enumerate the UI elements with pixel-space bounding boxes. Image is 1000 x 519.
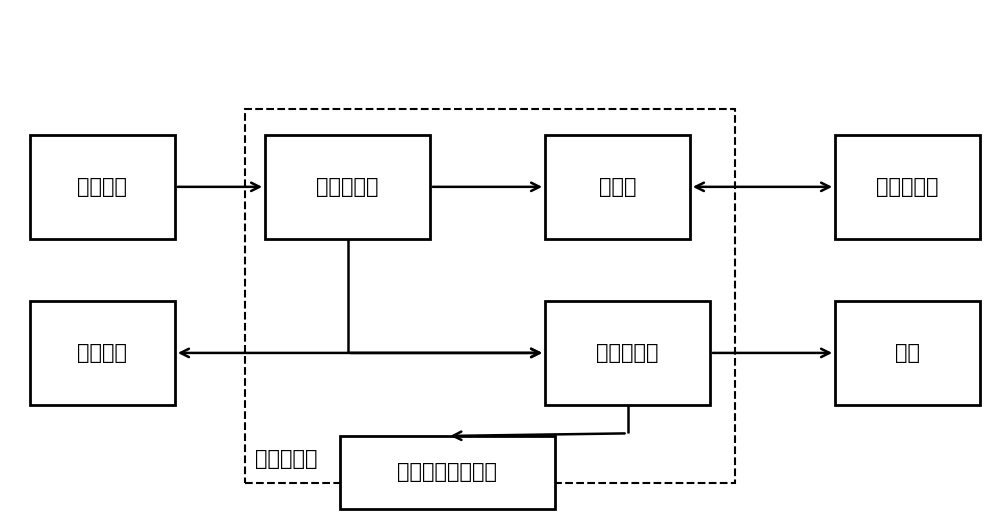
Text: 充电桩: 充电桩 — [599, 177, 636, 197]
Bar — [30, 301, 175, 405]
Bar — [340, 436, 555, 509]
Text: 电网: 电网 — [895, 343, 920, 363]
Bar — [545, 301, 710, 405]
Text: 新能源汽车: 新能源汽车 — [876, 177, 939, 197]
Bar — [265, 135, 430, 239]
Text: 储能变流器: 储能变流器 — [596, 343, 659, 363]
Text: 系统基础设施设备: 系统基础设施设备 — [398, 462, 498, 482]
Text: 光伏控制器: 光伏控制器 — [316, 177, 379, 197]
Bar — [545, 135, 690, 239]
Text: 储能电池: 储能电池 — [78, 343, 128, 363]
Bar — [245, 109, 735, 483]
Bar — [835, 301, 980, 405]
Bar — [30, 135, 175, 239]
Bar — [835, 135, 980, 239]
Text: 光伏组件: 光伏组件 — [78, 177, 128, 197]
Text: 光储充设备: 光储充设备 — [255, 449, 318, 469]
